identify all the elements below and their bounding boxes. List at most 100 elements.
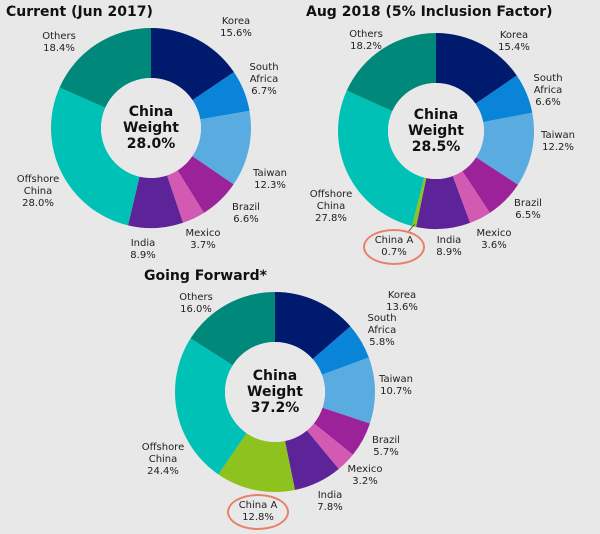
chart-title-going-forward: Going Forward* (144, 268, 267, 284)
slice-label-value: 16.0% (180, 304, 212, 315)
slice-china-a (411, 177, 427, 227)
slice-others (59, 28, 151, 108)
slice-label-value: 8.9% (436, 247, 462, 258)
slice-india (284, 430, 339, 490)
center-label-line: Weight (123, 120, 179, 136)
center-label-line: 37.2% (250, 400, 300, 416)
slice-south-africa (475, 75, 533, 123)
slice-label-value: 12.3% (254, 180, 286, 191)
donut-hole (388, 83, 484, 179)
slice-label: Others 18.2% (349, 29, 383, 53)
slice-label-name: Mexico (185, 228, 221, 239)
slice-label-value: 15.4% (498, 42, 530, 53)
slice-brazil (177, 156, 234, 213)
slice-korea (151, 28, 234, 101)
slice-label-value: 5.7% (373, 447, 399, 458)
slice-label: Taiwan 10.7% (379, 374, 413, 398)
slice-offshore-china (337, 90, 425, 226)
slice-label-name: Others (42, 31, 76, 42)
slice-label-value: 8.9% (130, 250, 156, 261)
highlight-circle (363, 229, 425, 265)
slice-mexico (306, 423, 353, 470)
slice-label-value: 13.6% (386, 302, 418, 313)
slice-label-value: 6.6% (233, 214, 259, 225)
slice-label-name: South Africa (367, 313, 397, 336)
slice-taiwan (192, 110, 252, 185)
center-label-line: Weight (408, 123, 464, 139)
slice-others (190, 292, 275, 366)
slice-label: India 7.8% (317, 490, 342, 514)
slice-label: South Africa 6.6% (533, 73, 562, 109)
slice-label-value: 7.8% (317, 502, 343, 513)
slice-label: Offshore China 28.0% (17, 174, 59, 210)
slice-taiwan (321, 357, 375, 424)
center-label: China Weight 37.2% (247, 368, 303, 416)
center-label-line: China (252, 368, 298, 384)
slice-label-name: Brazil (514, 198, 542, 209)
slice-label-name: India (436, 235, 462, 246)
slice-label-name: India (130, 238, 156, 249)
chart-title-current: Current (Jun 2017) (6, 4, 153, 20)
slice-label-name: Brazil (372, 435, 400, 446)
center-label: China Weight 28.5% (408, 107, 464, 155)
slice-label: Others 16.0% (179, 292, 213, 316)
slice-label-name: Brazil (232, 202, 260, 213)
slice-label-value: 3.6% (481, 240, 507, 251)
slice-label: Mexico 3.7% (186, 228, 221, 252)
slice-korea (275, 292, 351, 360)
donut-hole (225, 342, 325, 442)
slice-label-value: 12.2% (542, 142, 574, 153)
center-label-line: China (413, 107, 459, 123)
slice-brazil (462, 157, 518, 213)
center-label-line: China (128, 104, 174, 120)
slice-label: Offshore China 24.4% (142, 442, 184, 478)
slice-label: Korea 15.4% (498, 30, 530, 54)
slice-label-name: Taiwan (252, 168, 288, 179)
slice-label-name: Korea (221, 16, 251, 27)
slice-label-name: Mexico (476, 228, 512, 239)
highlight-circle (227, 494, 289, 530)
slice-mexico (452, 171, 490, 223)
slice-china-a (218, 433, 295, 493)
slice-label-name: Others (179, 292, 213, 303)
slice-label-name: Offshore China (309, 189, 353, 212)
slice-korea (436, 33, 517, 104)
slice-label-value: 27.8% (315, 213, 347, 224)
slice-label-name: Korea (499, 30, 529, 41)
slice-brazil (313, 407, 370, 455)
slice-label: Mexico 3.6% (477, 228, 512, 252)
slice-label-name: Offshore China (141, 442, 185, 465)
slice-label: Brazil 6.5% (514, 198, 542, 222)
slice-label-value: 15.6% (220, 28, 252, 39)
slice-label: Korea 15.6% (220, 16, 252, 40)
slice-label-value: 18.2% (350, 41, 382, 52)
slice-label-name: Mexico (347, 464, 383, 475)
slice-label-value: 3.7% (190, 240, 216, 251)
slice-label-name: South Africa (533, 73, 563, 96)
slice-label: Offshore China 27.8% (310, 189, 352, 225)
slice-label-value: 28.0% (22, 198, 54, 209)
center-label-line: 28.0% (126, 136, 176, 152)
slice-south-africa (192, 72, 250, 120)
center-label-line: 28.5% (411, 139, 461, 155)
slice-india (416, 176, 471, 229)
slice-label: Taiwan 12.2% (541, 130, 575, 154)
slice-label: Others 18.4% (42, 31, 76, 55)
slice-label: Brazil 6.6% (232, 202, 260, 226)
slice-label-value: 3.2% (352, 476, 378, 487)
slice-label: South Africa 5.8% (367, 313, 396, 349)
slice-label-value: 10.7% (380, 386, 412, 397)
slice-mexico (167, 170, 204, 223)
slice-label: Korea 13.6% (386, 290, 418, 314)
slice-label-name: Offshore China (16, 174, 60, 197)
slice-label: South Africa 6.7% (249, 62, 278, 98)
center-label-line: Weight (247, 384, 303, 400)
slice-label-value: 6.7% (251, 86, 277, 97)
slice-taiwan (476, 112, 534, 185)
center-label: China Weight 28.0% (123, 104, 179, 152)
slice-label-name: Taiwan (378, 374, 414, 385)
slice-label: Mexico 3.2% (348, 464, 383, 488)
slice-label-name: South Africa (249, 62, 279, 85)
slice-label-value: 24.4% (147, 466, 179, 477)
